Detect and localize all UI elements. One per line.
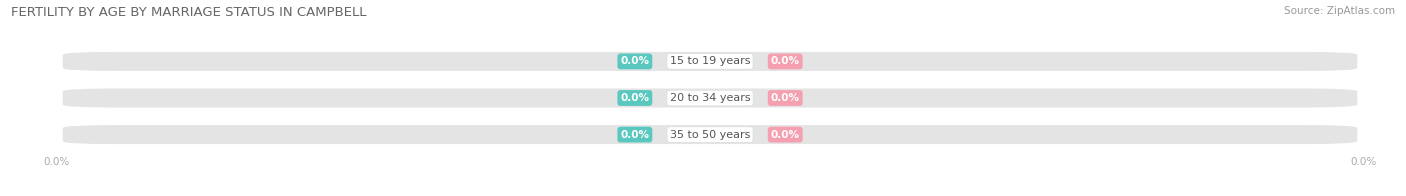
Text: 0.0%: 0.0% (620, 56, 650, 66)
Text: 0.0%: 0.0% (770, 130, 800, 140)
Text: 0.0%: 0.0% (770, 93, 800, 103)
Text: 35 to 50 years: 35 to 50 years (669, 130, 751, 140)
FancyBboxPatch shape (63, 88, 1357, 108)
Text: 0.0%: 0.0% (620, 93, 650, 103)
Text: 0.0%: 0.0% (770, 56, 800, 66)
Text: Source: ZipAtlas.com: Source: ZipAtlas.com (1284, 6, 1395, 16)
Text: FERTILITY BY AGE BY MARRIAGE STATUS IN CAMPBELL: FERTILITY BY AGE BY MARRIAGE STATUS IN C… (11, 6, 367, 19)
FancyBboxPatch shape (63, 52, 1357, 71)
Text: 15 to 19 years: 15 to 19 years (669, 56, 751, 66)
Text: 0.0%: 0.0% (620, 130, 650, 140)
FancyBboxPatch shape (63, 125, 1357, 144)
Text: 20 to 34 years: 20 to 34 years (669, 93, 751, 103)
